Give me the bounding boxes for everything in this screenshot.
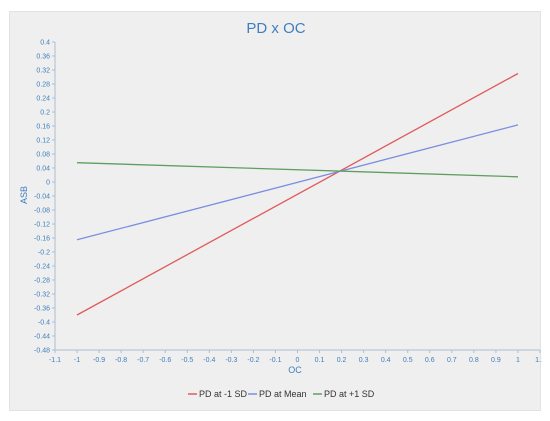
y-tick-label: -0.16	[34, 236, 50, 243]
y-axis: 0.4 0.36 0.32 0.28 0.24 0.2 0.16 0.12 0.08 0.04 0 -…	[34, 40, 56, 355]
x-tick-label: -0.7	[137, 357, 149, 364]
y-tick-label: 0.4	[40, 40, 50, 47]
chart-title: PD x OC	[246, 20, 305, 37]
series-lines	[76, 72, 519, 316]
x-tick-label: 0.1	[315, 357, 325, 364]
x-tick-label: -0.9	[93, 357, 105, 364]
y-tick-label: 0.12	[36, 138, 50, 145]
y-tick-label: -0.32	[34, 292, 50, 299]
y-tick-label: -0.28	[34, 278, 50, 285]
y-tick-label: 0.08	[36, 152, 50, 159]
y-tick-label: -0.24	[34, 264, 50, 271]
chart-frame: PD x OC 0.4 0.36 0.32 0.28 0.24 0.2 0.16 0.12 0.…	[9, 11, 542, 411]
x-axis: -1.1 -1 -0.9 -0.8 -0.7 -0.6 -0.5 -0.4 -0.3 -0.2 -0…	[49, 349, 542, 364]
x-tick-label: -1	[74, 357, 80, 364]
y-tick-label: -0.04	[34, 194, 50, 201]
x-tick-label: 0.5	[403, 357, 413, 364]
x-axis-label: OC	[288, 365, 302, 375]
series-line-0	[76, 72, 519, 316]
y-tick-label: 0.2	[40, 110, 50, 117]
x-tick-label: -0.2	[247, 357, 259, 364]
y-tick-label: 0.24	[36, 96, 50, 103]
x-tick-label: 0.8	[469, 357, 479, 364]
y-tick-label: -0.44	[34, 334, 50, 341]
x-tick-label: 0.4	[381, 357, 391, 364]
y-tick-label: 0.32	[36, 68, 50, 75]
x-tick-label: -0.8	[115, 357, 127, 364]
x-tick-label: -0.5	[181, 357, 193, 364]
x-tick-label: 0.2	[337, 357, 347, 364]
legend-label: PD at Mean	[259, 389, 307, 399]
y-tick-label: -0.12	[34, 222, 50, 229]
y-tick-label: 0.28	[36, 82, 50, 89]
x-tick-label: 0.3	[359, 357, 369, 364]
y-tick-label: -0.36	[34, 306, 50, 313]
legend-label: PD at -1 SD	[199, 389, 248, 399]
legend-label: PD at +1 SD	[324, 389, 375, 399]
y-axis-label: ASB	[19, 186, 29, 204]
y-tick-label: -0.08	[34, 208, 50, 215]
y-tick-label: -0.48	[34, 348, 50, 355]
x-tick-label: -0.6	[159, 357, 171, 364]
x-tick-label: 0.7	[447, 357, 457, 364]
x-tick-label: 0.6	[425, 357, 435, 364]
x-tick-label: -0.1	[269, 357, 281, 364]
y-tick-label: 0	[46, 180, 50, 187]
x-tick-label: -1.1	[49, 357, 61, 364]
line-chart: PD x OC 0.40.360.320.280.240.20.160.120.…	[19, 20, 542, 399]
y-tick-label: -0.2	[38, 250, 50, 257]
y-tick-label: 0.16	[36, 124, 50, 131]
series-line-2	[76, 162, 519, 178]
y-tick-label: 0.04	[36, 166, 50, 173]
legend: PD at -1 SD PD at Mean PD at +1 SD	[188, 389, 375, 399]
y-tick-label: 0.36	[36, 54, 50, 61]
x-tick-label: -0.3	[225, 357, 237, 364]
x-tick-label: 0	[296, 357, 300, 364]
series-line-1	[76, 124, 519, 241]
x-tick-label: 1.1	[535, 357, 542, 364]
x-tick-label: 0.9	[491, 357, 501, 364]
x-tick-label: 1	[516, 357, 520, 364]
y-tick-label: -0.4	[38, 320, 50, 327]
x-tick-label: -0.4	[203, 357, 215, 364]
